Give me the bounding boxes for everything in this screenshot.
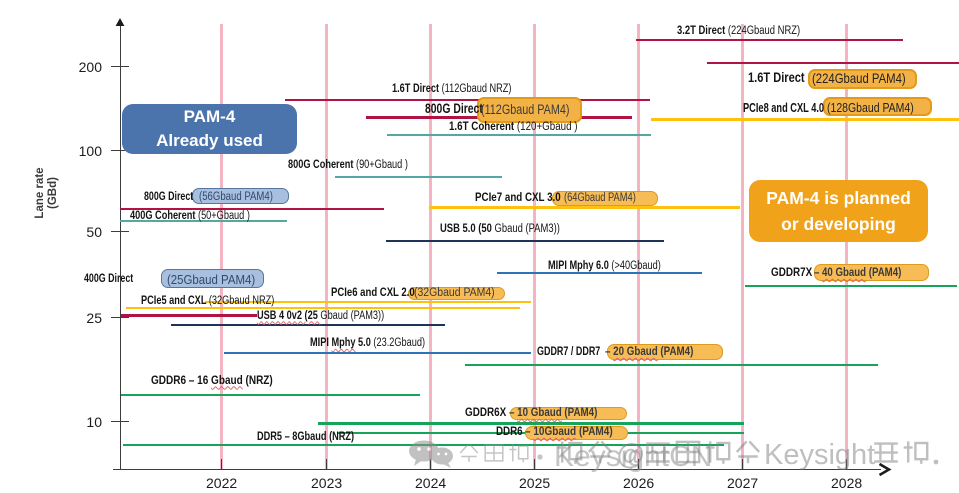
- svg-text:Keysight: Keysight: [764, 439, 875, 471]
- svg-text:@: @: [616, 439, 645, 471]
